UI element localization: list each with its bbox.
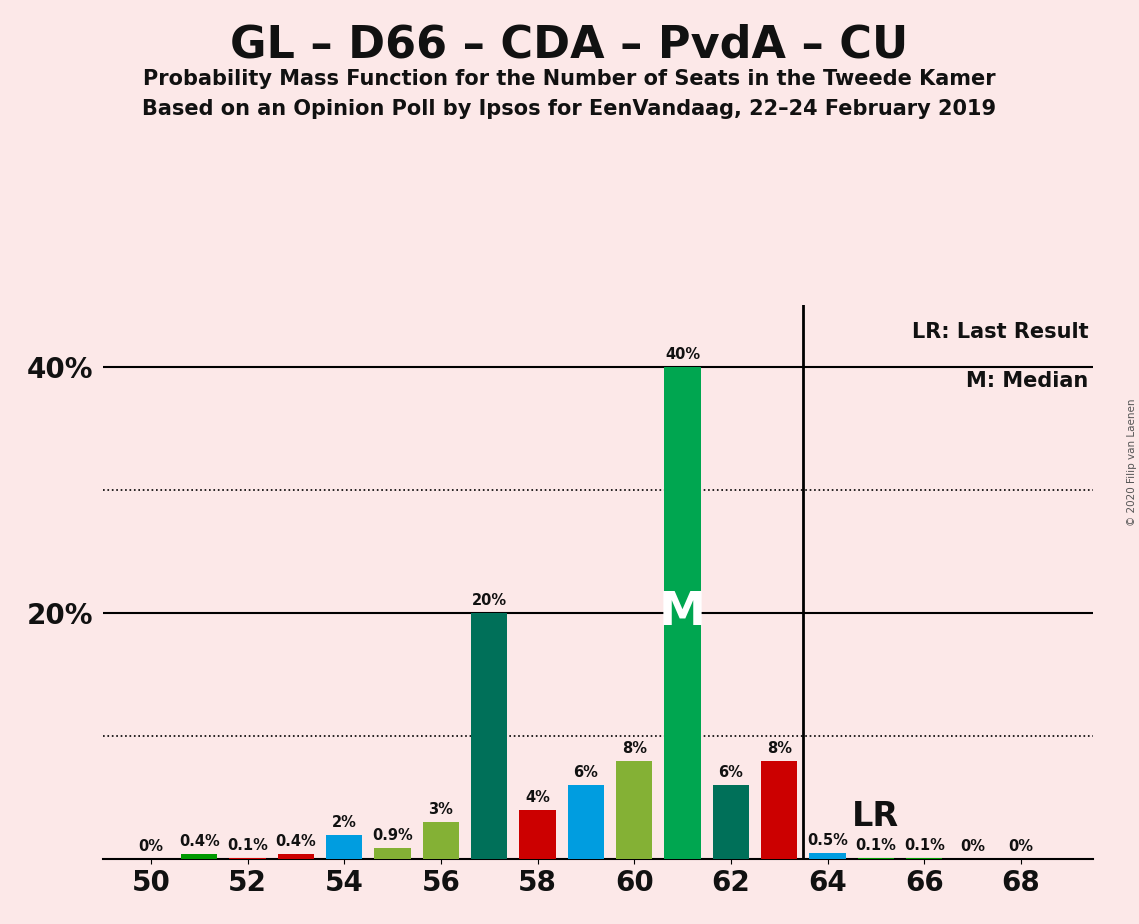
Bar <box>858 858 894 859</box>
Text: 6%: 6% <box>573 765 598 781</box>
Bar <box>907 858 942 859</box>
Text: 0.5%: 0.5% <box>808 833 849 848</box>
Text: Probability Mass Function for the Number of Seats in the Tweede Kamer: Probability Mass Function for the Number… <box>144 69 995 90</box>
Bar <box>616 760 653 859</box>
Text: 2%: 2% <box>331 815 357 830</box>
Text: 0.1%: 0.1% <box>855 838 896 853</box>
Text: 20%: 20% <box>472 593 507 608</box>
Text: 6%: 6% <box>719 765 744 781</box>
Bar <box>519 810 556 859</box>
Bar <box>181 855 218 859</box>
Text: 8%: 8% <box>622 741 647 756</box>
Text: 0%: 0% <box>1008 839 1033 855</box>
Text: 0.4%: 0.4% <box>276 834 317 849</box>
Text: 0.4%: 0.4% <box>179 834 220 849</box>
Bar <box>375 848 411 859</box>
Text: 0.9%: 0.9% <box>372 828 413 844</box>
Text: 0%: 0% <box>960 839 985 855</box>
Text: Based on an Opinion Poll by Ipsos for EenVandaag, 22–24 February 2019: Based on an Opinion Poll by Ipsos for Ee… <box>142 99 997 119</box>
Bar <box>229 858 265 859</box>
Bar <box>567 785 604 859</box>
Bar <box>423 822 459 859</box>
Bar <box>664 367 700 859</box>
Text: 3%: 3% <box>428 802 453 818</box>
Text: 4%: 4% <box>525 790 550 805</box>
Text: M: M <box>659 590 706 636</box>
Bar <box>326 834 362 859</box>
Bar <box>713 785 749 859</box>
Text: 8%: 8% <box>767 741 792 756</box>
Bar <box>761 760 797 859</box>
Text: GL – D66 – CDA – PvdA – CU: GL – D66 – CDA – PvdA – CU <box>230 23 909 67</box>
Text: 0.1%: 0.1% <box>227 838 268 853</box>
Bar <box>472 613 507 859</box>
Text: 0.1%: 0.1% <box>904 838 944 853</box>
Text: © 2020 Filip van Laenen: © 2020 Filip van Laenen <box>1126 398 1137 526</box>
Text: LR: Last Result: LR: Last Result <box>912 322 1089 342</box>
Bar <box>278 855 314 859</box>
Bar <box>810 853 846 859</box>
Text: LR: LR <box>852 799 899 833</box>
Text: 0%: 0% <box>138 839 163 855</box>
Text: 40%: 40% <box>665 346 700 361</box>
Text: M: Median: M: Median <box>966 371 1089 392</box>
